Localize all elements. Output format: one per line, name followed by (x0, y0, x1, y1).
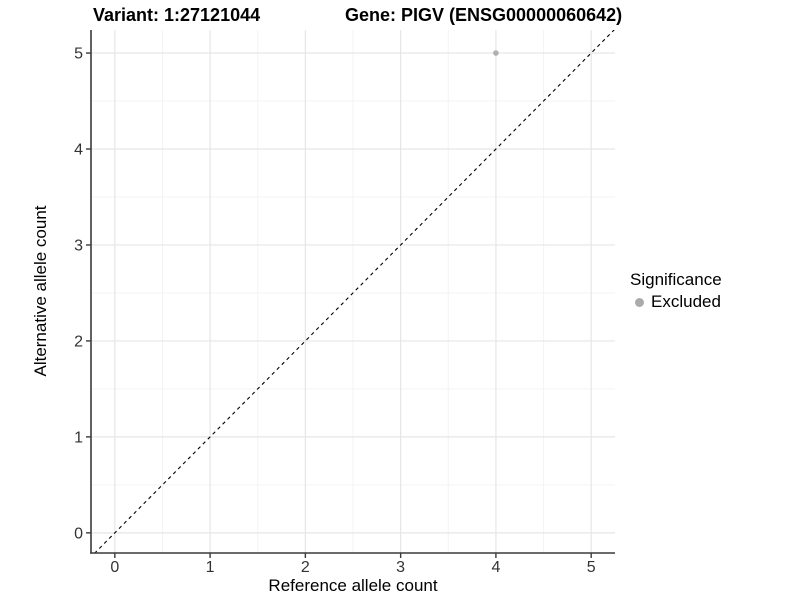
y-axis-tick-label: 1 (74, 429, 83, 446)
y-axis-tick-label: 5 (74, 46, 83, 63)
legend: Significance Excluded (630, 270, 722, 312)
plot-title-variant: Variant: 1:27121044 (93, 5, 261, 25)
y-axis-tick-label: 0 (74, 525, 83, 542)
y-axis-tick-label: 4 (74, 141, 83, 158)
y-axis-title: Alternative allele count (31, 205, 50, 377)
legend-item-label: Excluded (651, 292, 721, 311)
y-axis-tick-label: 2 (74, 333, 83, 350)
x-axis-title: Reference allele count (268, 576, 438, 595)
legend-point-icon (635, 297, 644, 307)
plot-title-gene: Gene: PIGV (ENSG00000060642) (345, 5, 623, 25)
x-axis-tick-label: 3 (396, 559, 405, 576)
legend-item-excluded: Excluded (635, 292, 722, 312)
x-axis-tick-label: 5 (587, 559, 596, 576)
x-axis-tick-label: 4 (491, 559, 500, 576)
data-point (493, 50, 499, 56)
y-axis-tick-label: 3 (74, 237, 83, 254)
identity-dashed-line (94, 30, 615, 553)
x-axis-tick-label: 2 (301, 559, 310, 576)
x-axis-tick-label: 1 (206, 559, 215, 576)
x-axis-tick-label: 0 (110, 559, 119, 576)
legend-title: Significance (630, 270, 722, 289)
